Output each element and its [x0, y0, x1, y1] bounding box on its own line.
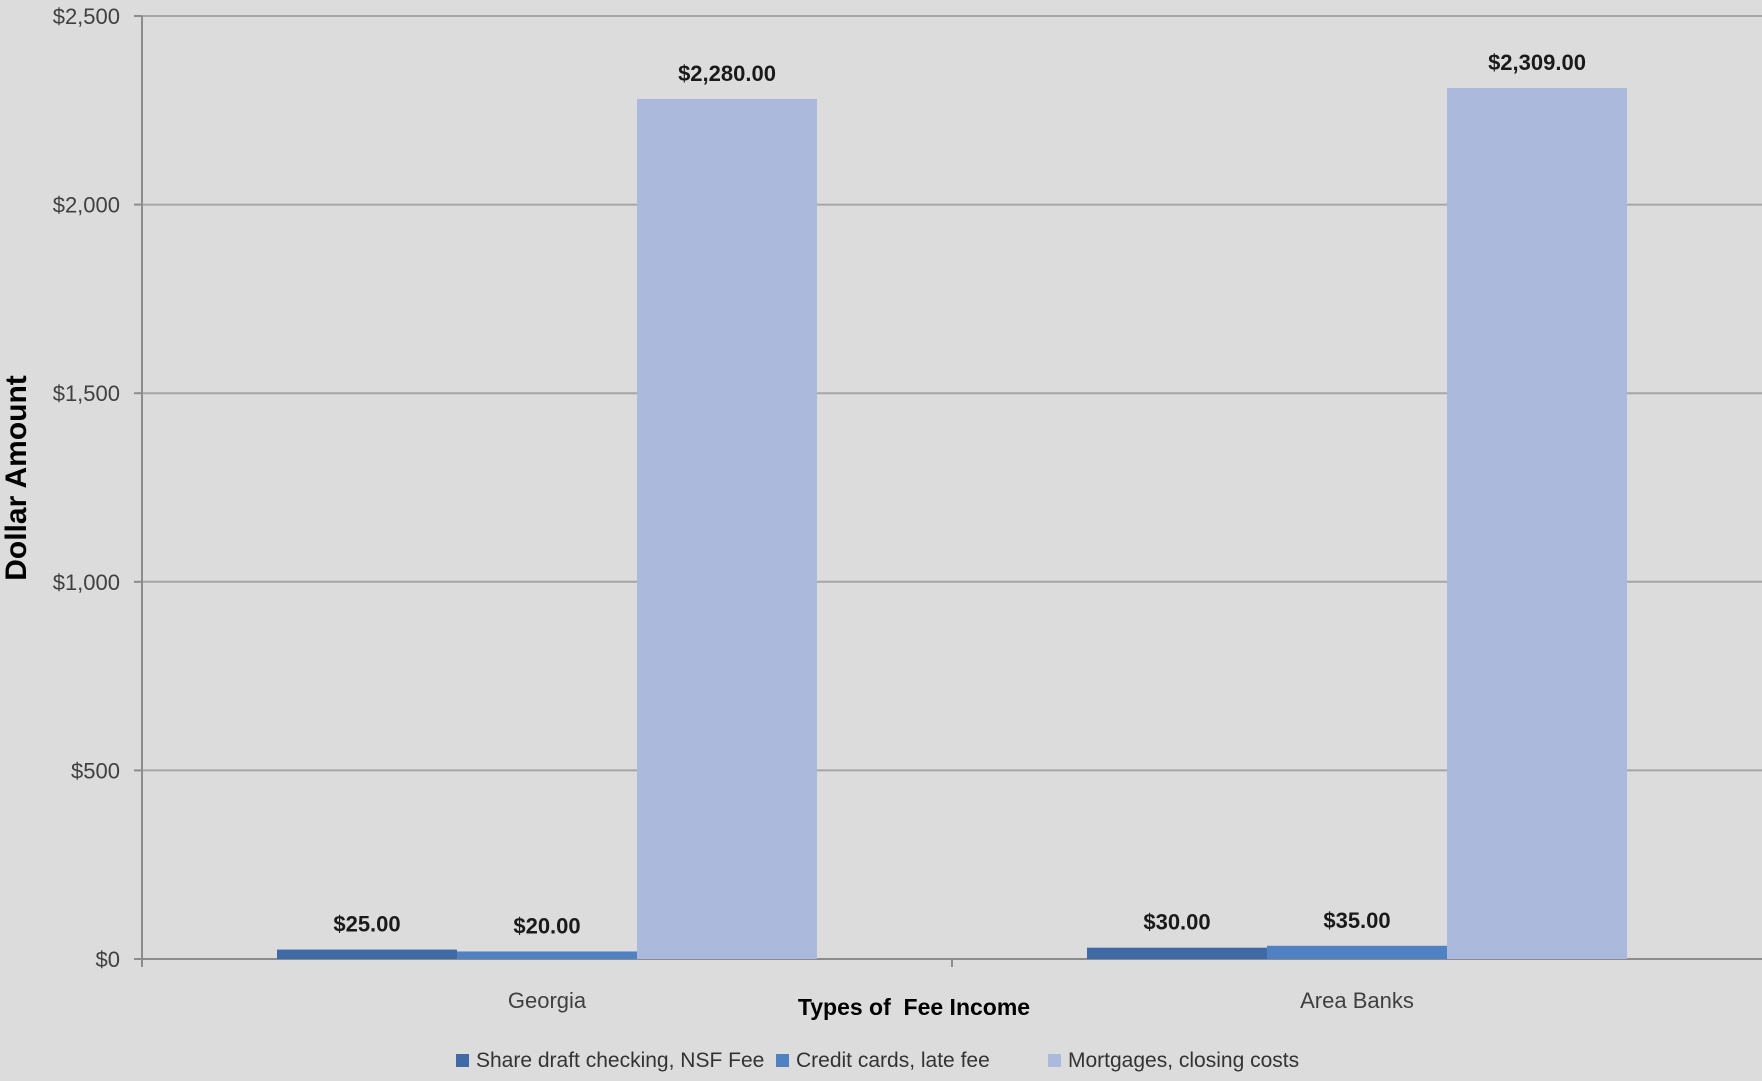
legend-label: Credit cards, late fee — [796, 1049, 990, 1072]
labels: $0 $500 $1,000 $1,500 $2,000 $2,500 $25.00 $20.… — [53, 4, 1586, 1013]
data-label: $2,280.00 — [678, 61, 776, 86]
bar — [457, 951, 637, 959]
legend-swatch — [456, 1054, 469, 1067]
x-axis-title: Types of Fee Income — [798, 994, 1030, 1020]
y-tick-label: $2,000 — [53, 193, 120, 218]
y-tick-label: $500 — [71, 758, 120, 783]
y-tick-label: $2,500 — [53, 4, 120, 29]
bar — [1087, 947, 1267, 959]
y-tick-label: $1,500 — [53, 381, 120, 406]
x-tick-label: Area Banks — [1300, 988, 1414, 1013]
data-label: $35.00 — [1323, 908, 1390, 933]
y-axis-title: Dollar Amount — [0, 375, 33, 581]
data-label: $20.00 — [513, 913, 580, 938]
bar — [1447, 88, 1627, 960]
data-label: $30.00 — [1143, 910, 1210, 935]
legend-item: Mortgages, closing costs — [1048, 1049, 1299, 1072]
legend-label: Mortgages, closing costs — [1068, 1049, 1299, 1072]
legend-swatch — [776, 1054, 789, 1067]
legend: Share draft checking, NSF Fee Credit card… — [456, 1049, 1299, 1072]
y-tick-label: $1,000 — [53, 570, 120, 595]
legend-item: Share draft checking, NSF Fee — [456, 1049, 764, 1072]
legend-label: Share draft checking, NSF Fee — [476, 1049, 764, 1072]
x-tick-label: Georgia — [508, 988, 587, 1013]
data-label: $2,309.00 — [1488, 50, 1586, 75]
legend-swatch — [1048, 1054, 1061, 1067]
bars — [277, 88, 1627, 960]
bar — [637, 98, 817, 959]
y-tick-label: $0 — [96, 947, 120, 972]
legend-item: Credit cards, late fee — [776, 1049, 990, 1072]
data-label: $25.00 — [333, 912, 400, 937]
bar — [277, 949, 457, 959]
bar — [1267, 945, 1447, 959]
